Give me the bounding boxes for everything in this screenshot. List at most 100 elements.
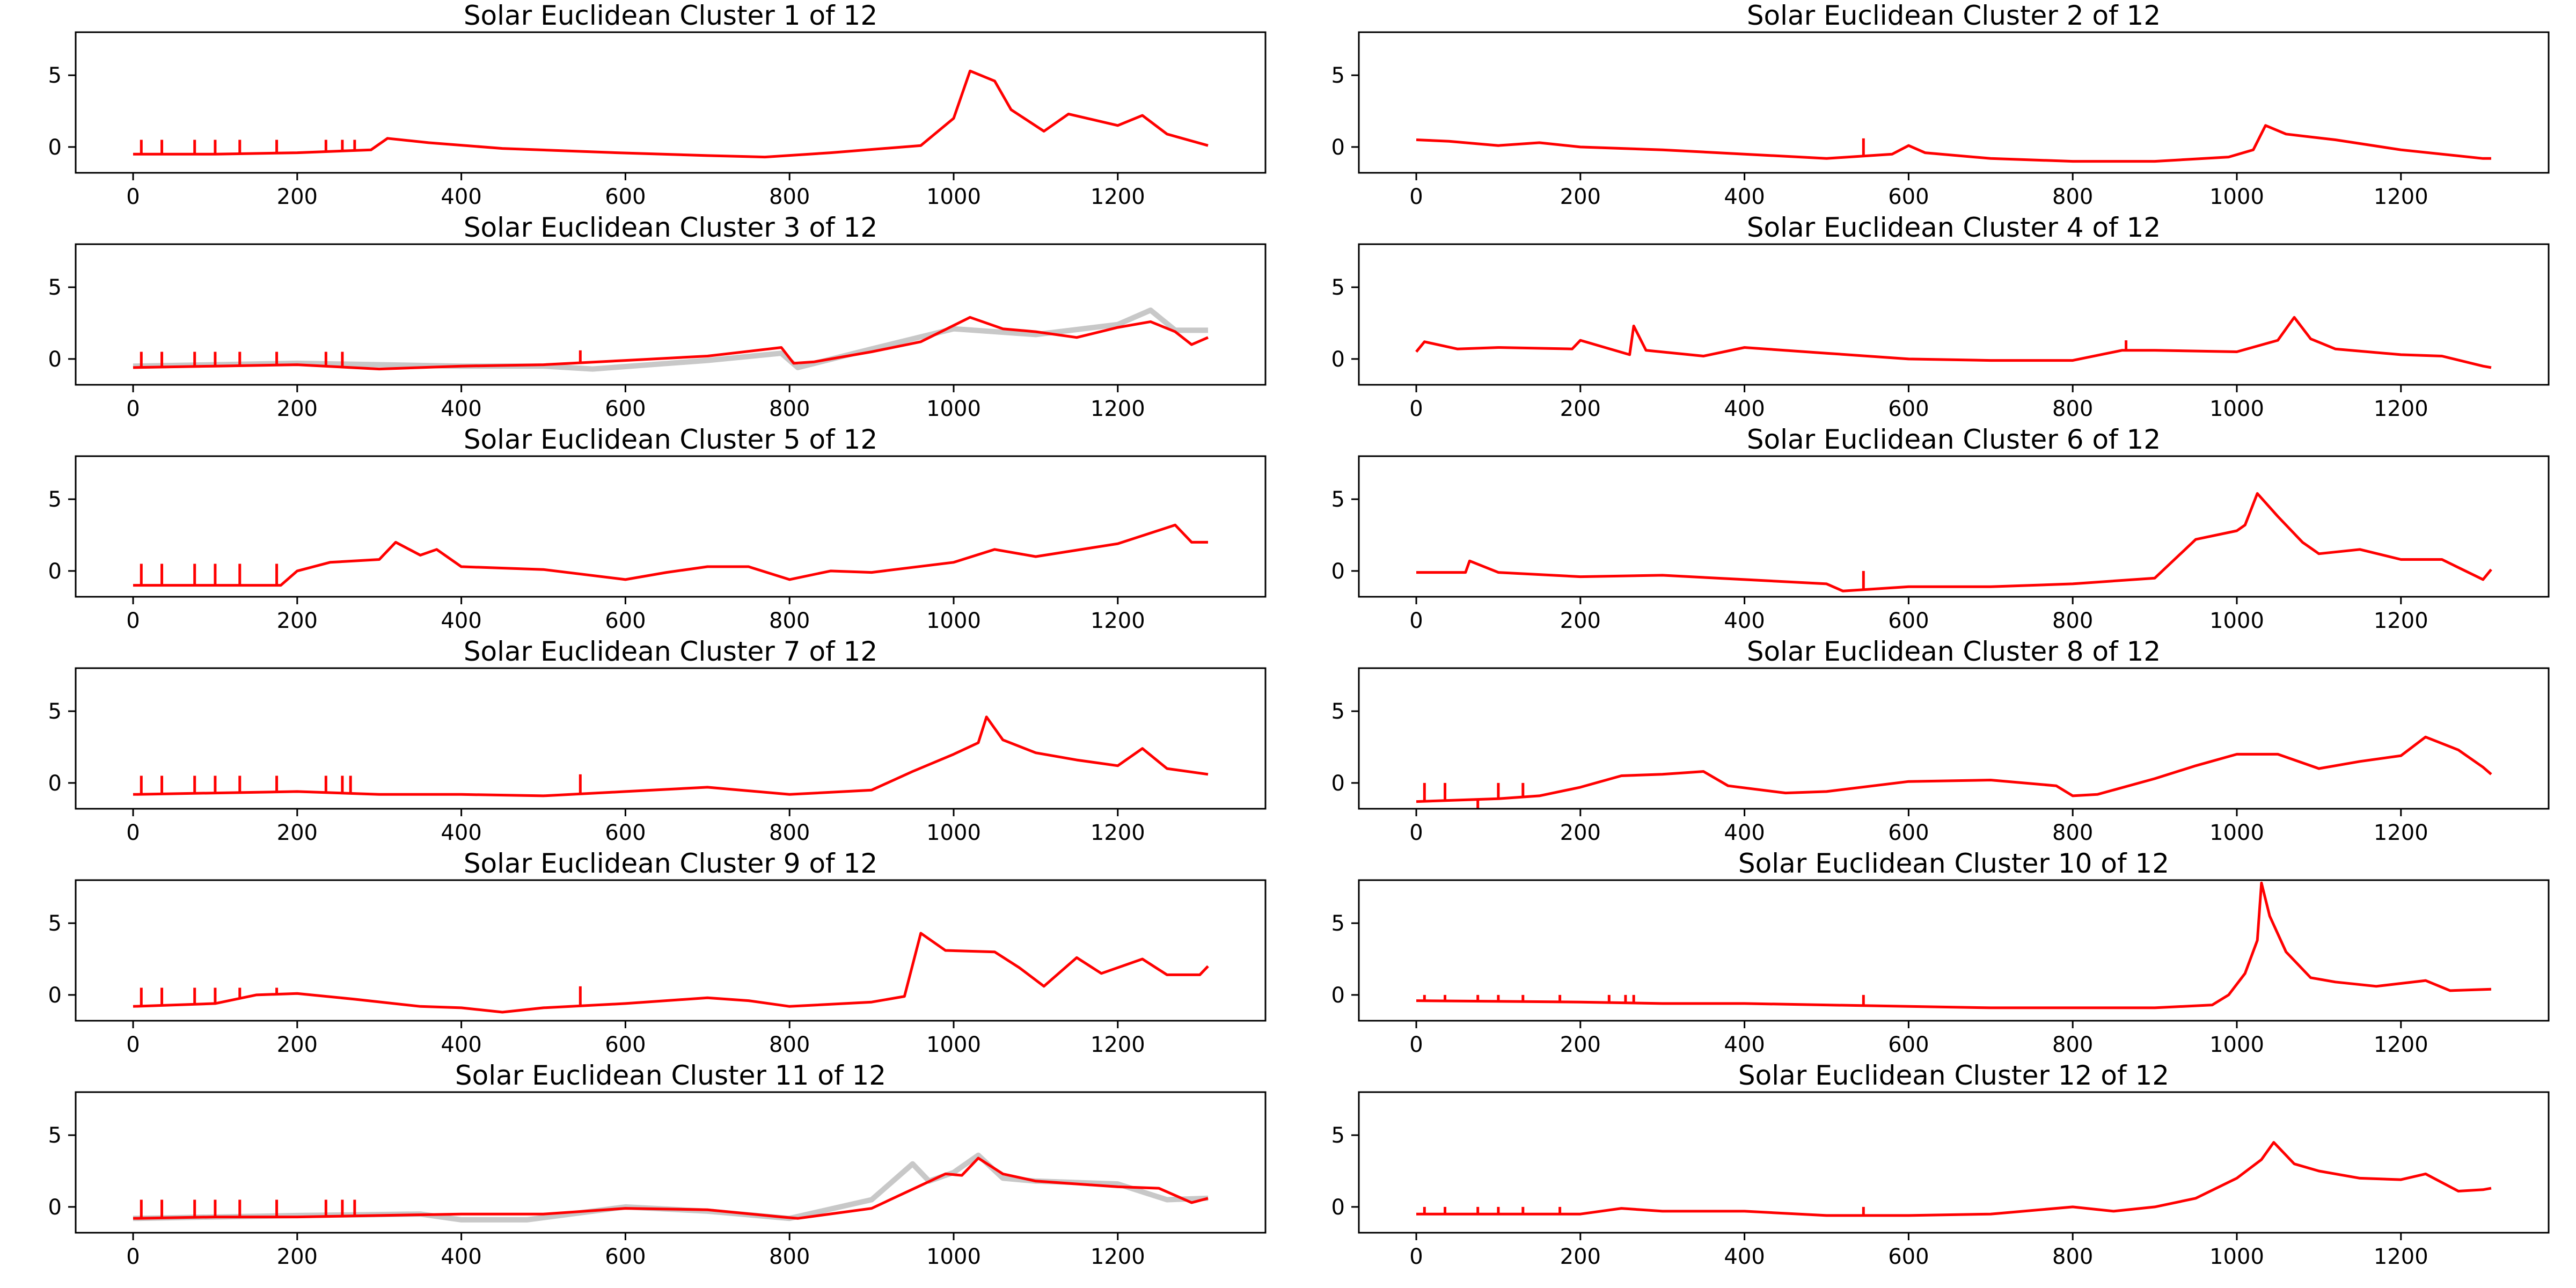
x-tick-label: 0 [1409,185,1423,209]
y-tick-label: 5 [48,699,62,724]
plot-frame [1358,31,2550,174]
x-tick-label: 200 [277,185,318,209]
x-tick-label: 400 [1724,1245,1765,1269]
x-tick-label: 200 [277,1033,318,1057]
x-tick-label: 400 [1724,609,1765,633]
x-tick-label: 1000 [926,1245,981,1269]
x-tick-label: 1200 [1091,609,1145,633]
chart-panel-1: Solar Euclidean Cluster 1 of 12 0 200 400 60… [48,0,1267,209]
x-tick-label: 1200 [1091,821,1145,845]
plot-frame [1358,667,2550,810]
x-tick-label: 800 [2052,397,2093,421]
y-tick-label: 0 [48,135,62,160]
y-tick-label: 0 [1331,1195,1345,1220]
x-tick-label: 400 [1724,397,1765,421]
panel-title: Solar Euclidean Cluster 3 of 12 [464,212,877,243]
series-1 [1416,124,2491,163]
x-tick-label: 800 [2052,1033,2093,1057]
x-tick-label: 200 [1560,397,1601,421]
plot-frame [75,879,1267,1022]
y-tick-label: 0 [1331,347,1345,372]
plot-frame [1358,879,2550,1022]
y-tick-label: 0 [1331,135,1345,160]
chart-panel-9: Solar Euclidean Cluster 9 of 12 0 200 400 60… [48,848,1267,1057]
x-tick-label: 0 [1409,821,1423,845]
series-line [1416,1141,2492,1217]
x-tick-label: 1200 [1091,1245,1145,1269]
x-tick-label: 800 [2052,185,2093,209]
panel-title: Solar Euclidean Cluster 5 of 12 [464,424,877,455]
chart-panel-12: Solar Euclidean Cluster 12 of 12 0 200 400 6… [1331,1060,2550,1269]
x-tick-label: 600 [605,185,646,209]
x-tick-label: 1000 [2209,609,2264,633]
plot-frame [1358,243,2550,386]
y-tick-label: 0 [1331,771,1345,796]
series-1 [133,308,1208,372]
x-tick-label: 1000 [2209,1245,2264,1269]
series-line [133,932,1209,1014]
y-tick-label: 0 [1331,559,1345,584]
x-tick-label: 0 [126,1245,140,1269]
panel-title: Solar Euclidean Cluster 7 of 12 [464,636,877,667]
x-tick-label: 400 [441,1033,481,1057]
y-tick-label: 5 [48,1123,62,1148]
x-tick-label: 200 [1560,821,1601,845]
x-tick-label: 1200 [2374,609,2428,633]
series-line [133,69,1209,159]
panel-title: Solar Euclidean Cluster 2 of 12 [1747,0,2161,31]
x-tick-label: 0 [1409,609,1423,633]
y-tick-label: 5 [48,63,62,88]
x-tick-label: 1200 [1091,397,1145,421]
x-tick-label: 0 [126,821,140,845]
chart-panel-11: Solar Euclidean Cluster 11 of 12 0 200 400 6… [48,1060,1267,1269]
series-line [133,308,1208,372]
x-tick-label: 600 [605,397,646,421]
x-tick-label: 1200 [2374,1245,2428,1269]
panel-title: Solar Euclidean Cluster 4 of 12 [1747,212,2161,243]
x-tick-label: 1200 [2374,397,2428,421]
x-tick-label: 0 [1409,397,1423,421]
x-tick-label: 200 [1560,1245,1601,1269]
series-line [1416,492,2492,592]
x-tick-label: 600 [1888,397,1929,421]
series-1 [1416,1141,2492,1217]
plot-frame [1358,1091,2550,1234]
series-2 [133,316,1209,371]
x-tick-label: 800 [2052,821,2093,845]
chart-panel-3: Solar Euclidean Cluster 3 of 12 0 200 400 60… [48,212,1267,421]
x-tick-label: 0 [1409,1033,1423,1057]
x-tick-label: 800 [769,821,810,845]
x-tick-label: 400 [441,185,481,209]
plot-frame [75,455,1267,598]
y-tick-label: 5 [1331,699,1345,724]
plot-frame [75,667,1267,810]
y-tick-label: 0 [48,771,62,796]
chart-panel-5: Solar Euclidean Cluster 5 of 12 0 200 400 60… [48,424,1267,633]
series-line [1416,124,2491,163]
plot-frame [75,243,1267,386]
panel-title: Solar Euclidean Cluster 9 of 12 [464,848,877,879]
panel-title: Solar Euclidean Cluster 12 of 12 [1738,1060,2169,1091]
y-tick-label: 5 [1331,911,1345,936]
x-tick-label: 0 [126,397,140,421]
x-tick-label: 1200 [2374,185,2428,209]
series-1 [133,715,1209,797]
series-1 [1415,316,2492,369]
chart-panel-4: Solar Euclidean Cluster 4 of 12 0 200 400 60… [1331,212,2550,421]
y-tick-label: 0 [48,1195,62,1220]
x-tick-label: 200 [277,397,318,421]
y-tick-label: 5 [1331,275,1345,300]
plot-frame [75,31,1267,174]
x-tick-label: 200 [1560,609,1601,633]
x-tick-label: 600 [605,1245,646,1269]
x-tick-label: 600 [1888,1033,1929,1057]
y-tick-label: 5 [48,487,62,512]
x-tick-label: 600 [1888,821,1929,845]
x-tick-label: 600 [1888,609,1929,633]
x-tick-label: 1200 [2374,1033,2428,1057]
series-line [1415,316,2492,369]
panel-title: Solar Euclidean Cluster 8 of 12 [1747,636,2161,667]
series-1 [1416,881,2492,1009]
x-tick-label: 200 [1560,185,1601,209]
x-tick-label: 1200 [1091,185,1145,209]
